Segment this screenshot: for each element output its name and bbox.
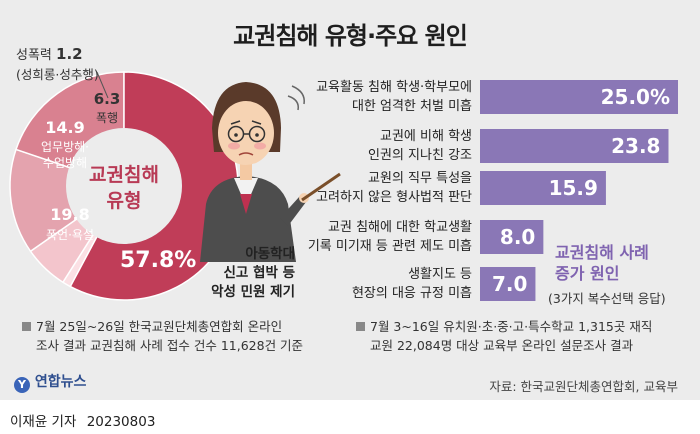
bar-chart-title: 교권침해 사례 증가 원인 — [555, 242, 649, 284]
bar-value-2: 15.9 — [548, 176, 598, 200]
slice-value-assault: 19.8 — [50, 205, 90, 224]
note-right-line2: 교원 22,084명 대상 교육부 온라인 설문조사 결과 — [370, 338, 634, 353]
pie-center-label: 교권침해 유형 — [74, 162, 174, 214]
bar-2 — [480, 171, 606, 205]
slice-label-intimidation: 6.3 폭행 — [82, 90, 132, 126]
slice-label-sexual-violence-line1: 성폭력 1.2 — [16, 44, 99, 63]
slice-name-intimidation: 폭행 — [95, 111, 119, 125]
pie-center-label-line1: 교권침해 — [89, 164, 159, 186]
publish-date: 20230803 — [86, 414, 156, 430]
note-right-bullet-icon — [356, 322, 365, 331]
teacher-illustration — [200, 82, 341, 262]
bar-value-0: 25.0% — [600, 85, 670, 109]
bar-label-4-line-1: 현장의 대응 규정 미흡 — [351, 286, 472, 301]
reporter-name: 이재윤 기자 — [10, 414, 77, 430]
bar-label-3-line-1: 기록 미기재 등 관련 제도 미흡 — [307, 239, 472, 254]
bar-0 — [480, 80, 678, 114]
annotation-line-1: 아동학대 — [245, 246, 295, 262]
annotation-abuse-report: 아동학대 신고 협박 등 악성 민원 제기 — [211, 245, 295, 302]
slice-name-sexual-violence-detail: (성희롱·성추행) — [16, 67, 99, 82]
bar-value-3: 8.0 — [499, 225, 536, 249]
footer: 이재윤 기자 20230803 — [0, 400, 700, 434]
bar-chart-subtitle: (3가지 복수선택 응답) — [548, 291, 666, 306]
slice-value-sexual-violence: 1.2 — [56, 45, 83, 63]
chart-title: 교권침해 유형·주요 원인 — [233, 22, 468, 50]
bar-value-4: 7.0 — [492, 272, 528, 296]
note-left-text1: 7월 25일~26일 한국교원단체총연합회 온라인 — [36, 319, 283, 334]
slice-label-assault: 19.8 폭언·욕설 — [30, 205, 110, 243]
pie-center-hole — [66, 128, 182, 244]
slice-label-sexual-violence: 성폭력 1.2 (성희롱·성추행) — [16, 44, 99, 83]
bar-label-2-line-0: 교원의 직무 특성을 — [368, 171, 472, 186]
note-right-text1: 7월 3~16일 유치원·초·중·고·특수학교 1,315곳 재직 — [370, 319, 653, 334]
bar-chart-title-line2: 증가 원인 — [555, 264, 620, 283]
slice-name-assault: 폭언·욕설 — [46, 228, 94, 242]
note-right: 7월 3~16일 유치원·초·중·고·특수학교 1,315곳 재직 교원 22,… — [356, 317, 652, 355]
bar-3 — [480, 220, 544, 254]
note-left: 7월 25일~26일 한국교원단체총연합회 온라인 조사 결과 교권침해 사례 … — [22, 317, 303, 355]
byline: 이재윤 기자 20230803 — [10, 410, 155, 430]
yonhap-logo-text: 연합뉴스 — [34, 374, 87, 390]
pie-chart — [9, 71, 239, 301]
slice-value-largest: 57.8% — [120, 248, 197, 273]
note-left-line1: 7월 25일~26일 한국교원단체총연합회 온라인 — [22, 317, 303, 336]
sexual-violence-leader-line — [96, 71, 109, 99]
slice-name-obstruction-1: 업무방해· — [41, 140, 89, 154]
annotation-line-3: 악성 민원 제기 — [211, 284, 295, 300]
bar-value-1: 23.8 — [611, 134, 661, 158]
note-left-bullet-icon — [22, 322, 31, 331]
annotation-line-2: 신고 협박 등 — [223, 265, 296, 281]
slice-name-sexual-violence: 성폭력 — [16, 48, 52, 63]
bar-label-0-line-1: 대한 엄격한 처벌 미흡 — [351, 99, 472, 114]
bar-label-1-line-1: 인권의 지나친 강조 — [368, 148, 472, 163]
note-left-line2: 조사 결과 교권침해 사례 접수 건수 11,628건 기준 — [36, 338, 304, 353]
source: 자료: 한국교원단체총연합회, 교육부 — [489, 379, 678, 394]
bar-chart — [480, 80, 678, 301]
slice-value-intimidation: 6.3 — [93, 90, 121, 108]
bar-1 — [480, 129, 669, 163]
bar-label-2-line-1: 고려하지 않은 형사법적 판단 — [316, 190, 472, 205]
slice-value-obstruction: 14.9 — [45, 118, 85, 137]
bar-chart-title-line1: 교권침해 사례 — [555, 243, 649, 262]
pie-slice-2 — [9, 148, 126, 253]
yonhap-logo: Y 연합뉴스 — [14, 371, 86, 393]
yonhap-logo-icon: Y — [14, 377, 30, 393]
bar-label-1-line-0: 교권에 비해 학생 — [380, 129, 472, 144]
note-right-line1: 7월 3~16일 유치원·초·중·고·특수학교 1,315곳 재직 — [356, 317, 652, 336]
pie-center-label-line2: 유형 — [106, 190, 142, 212]
bar-4 — [480, 267, 536, 301]
bar-label-3-line-0: 교권 침해에 대한 학교생활 — [328, 220, 472, 235]
bar-label-0-line-0: 교육활동 침해 학생·학부모에 — [316, 80, 472, 95]
slice-label-obstruction: 14.9 업무방해· 수업방해 — [25, 118, 105, 171]
slice-name-obstruction-2: 수업방해 — [42, 156, 88, 170]
bar-label-4-line-0: 생활지도 등 — [408, 267, 472, 282]
